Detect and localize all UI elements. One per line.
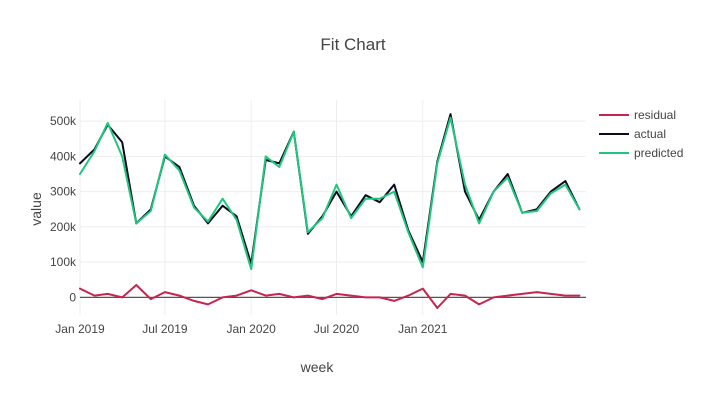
series-line-predicted: [79, 116, 581, 271]
y-tick-label: 400k: [50, 149, 77, 163]
legend-item-actual[interactable]: actual: [599, 127, 666, 141]
legend-label: residual: [634, 108, 676, 122]
legend-label: actual: [634, 127, 666, 141]
x-tick-label: Jul 2019: [142, 322, 188, 336]
legend-item-predicted[interactable]: predicted: [599, 146, 683, 160]
chart-title: Fit Chart: [320, 35, 385, 54]
x-tick-label: Jan 2021: [398, 322, 448, 336]
y-tick-label: 200k: [50, 220, 77, 234]
x-axis-label: week: [300, 359, 335, 375]
series-line-residual: [79, 284, 581, 309]
y-axis-label: value: [28, 192, 44, 226]
x-tick-label: Jul 2020: [314, 322, 360, 336]
legend-item-residual[interactable]: residual: [599, 108, 676, 122]
y-tick-label: 500k: [50, 114, 77, 128]
y-tick-label: 100k: [50, 255, 77, 269]
y-tick-label: 0: [69, 290, 76, 304]
y-tick-labels: 0 100k 200k 300k 400k 500k: [50, 114, 77, 304]
x-tick-labels: Jan 2019 Jul 2019 Jan 2020 Jul 2020 Jan 2021: [55, 322, 448, 336]
x-tick-label: Jan 2020: [226, 322, 276, 336]
y-tick-label: 300k: [50, 185, 77, 199]
legend-label: predicted: [634, 146, 683, 160]
series-lines: [79, 113, 581, 309]
x-tick-label: Jan 2019: [55, 322, 105, 336]
legend[interactable]: residual actual predicted: [599, 108, 683, 160]
